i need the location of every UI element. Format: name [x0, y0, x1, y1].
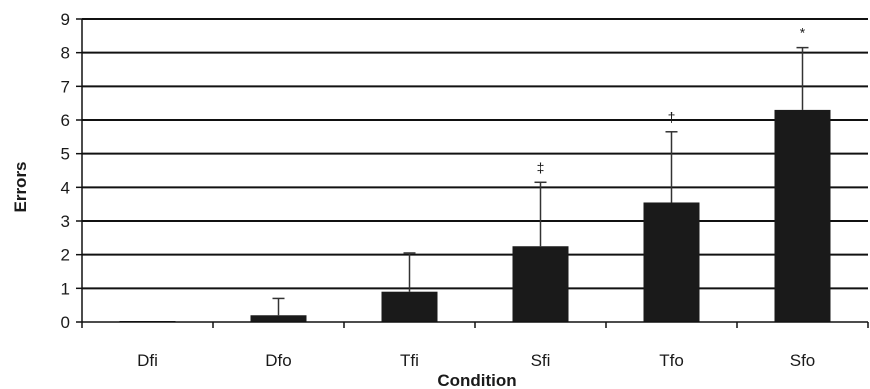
y-tick-labels: 0 1 2 3 4 5 6 7 8 9	[61, 10, 70, 332]
bar-Tfi	[381, 291, 438, 322]
x-tick-label-Dfo: Dfo	[265, 351, 291, 370]
annotation-Sfi: ‡	[537, 159, 545, 175]
y-tick-label: 1	[61, 279, 70, 298]
x-tick-label-Dfi: Dfi	[137, 351, 158, 370]
x-tick-label-Sfi: Sfi	[531, 351, 551, 370]
y-tick-label: 2	[61, 246, 70, 265]
y-tick-label: 7	[61, 77, 70, 96]
bar-Tfo	[643, 202, 700, 322]
error-bars	[272, 46, 809, 316]
y-tick-label: 3	[61, 212, 70, 231]
annotation-Tfo: †	[668, 109, 676, 125]
significance-annotations: ‡ † *	[537, 25, 806, 176]
x-tick-label-Sfo: Sfo	[790, 351, 816, 370]
y-axis-title: Errors	[11, 161, 30, 212]
y-tick-label: 5	[61, 145, 70, 164]
x-tick-labels: Dfi Dfo Tfi Sfi Tfo Sfo	[137, 351, 815, 370]
bars	[119, 109, 831, 323]
annotation-Sfo: *	[800, 25, 806, 41]
y-tick-label: 8	[61, 44, 70, 63]
bar-Sfo	[774, 109, 831, 323]
y-tick-label: 9	[61, 10, 70, 29]
bar-Dfo	[250, 315, 307, 322]
x-axis-title: Condition	[437, 371, 516, 389]
x-tick-label-Tfi: Tfi	[400, 351, 419, 370]
bar-Sfi	[512, 246, 569, 322]
y-tick-label: 6	[61, 111, 70, 130]
x-tick-label-Tfo: Tfo	[659, 351, 684, 370]
axes	[76, 18, 869, 328]
gridlines	[82, 18, 868, 290]
y-tick-label: 0	[61, 313, 70, 332]
y-tick-label: 4	[61, 178, 70, 197]
